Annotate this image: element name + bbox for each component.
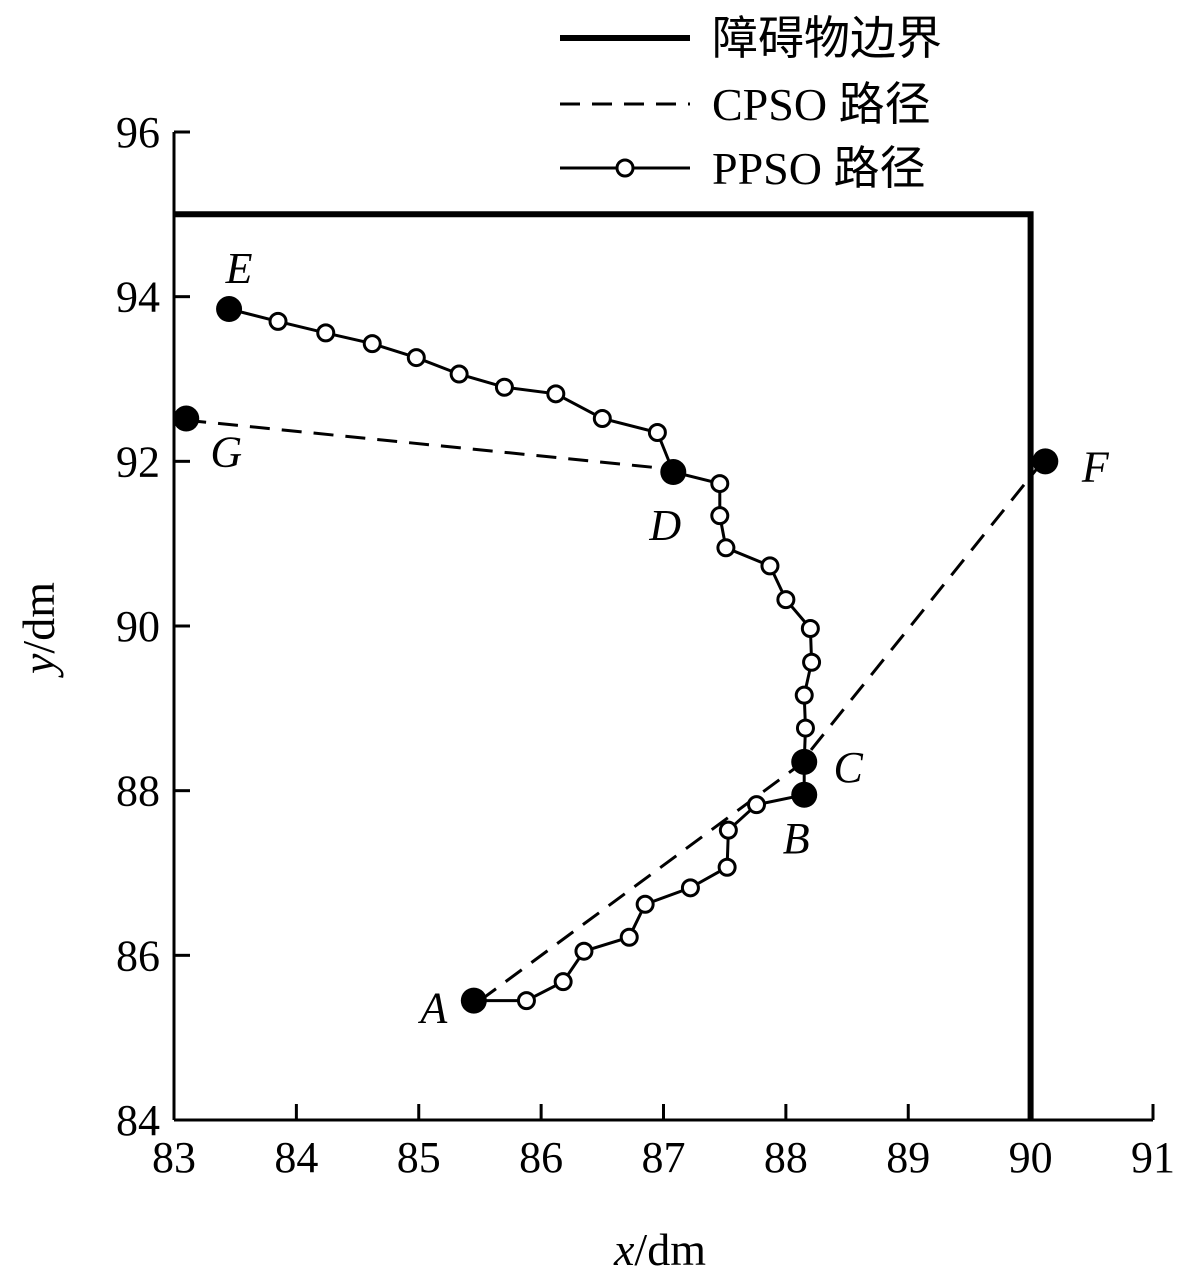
y-tick-label: 86 (116, 931, 160, 980)
plot-area (173, 211, 1059, 1120)
point-label-b: B (783, 814, 810, 863)
ppso-point (362, 334, 382, 354)
y-axis-var: y (13, 653, 64, 678)
ppso-point (619, 927, 639, 947)
y-tick-label: 88 (116, 767, 160, 816)
point-label-f: F (1081, 442, 1110, 491)
x-axis-unit: /dm (634, 1224, 706, 1275)
ppso-point (680, 878, 700, 898)
point-label-c: C (834, 743, 864, 792)
point-label-g: G (210, 428, 242, 477)
x-tick-label: 84 (274, 1133, 318, 1182)
key-point-g (173, 405, 200, 432)
key-point-e (216, 296, 243, 323)
ppso-point (553, 972, 573, 992)
point-labels: A BC D E F G (210, 244, 1110, 1033)
y-axis-unit: /dm (13, 582, 64, 654)
y-tick-label: 84 (116, 1096, 160, 1145)
ppso-point (516, 991, 536, 1011)
ppso-point (747, 795, 767, 815)
ppso-point (716, 538, 736, 558)
ppso-point (718, 820, 738, 840)
ppso-point (406, 348, 426, 368)
ppso-point (710, 506, 730, 526)
key-point-a (460, 987, 487, 1014)
y-tick-label: 94 (116, 273, 160, 322)
point-label-a: A (417, 984, 448, 1033)
ppso-point (795, 718, 815, 738)
ppso-point (710, 474, 730, 494)
x-tick-label: 89 (886, 1133, 930, 1182)
legend-label: PPSO 路径 (712, 143, 925, 194)
y-axis-title: y/dm (13, 582, 64, 678)
x-tick-label: 91 (1131, 1133, 1175, 1182)
ppso-point (800, 618, 820, 638)
obstacle-boundary (174, 211, 1034, 1120)
x-tick-label: 85 (397, 1133, 441, 1182)
ppso-point (546, 384, 566, 404)
ppso-point (268, 311, 288, 331)
ppso-point (592, 409, 612, 429)
ppso-point (794, 685, 814, 705)
x-axis-title: x/dm (613, 1224, 706, 1275)
x-axis-var: x (613, 1224, 635, 1275)
x-tick-label: 83 (152, 1133, 196, 1182)
x-tick-label: 88 (764, 1133, 808, 1182)
ppso-point (647, 423, 667, 443)
ppso-point (494, 377, 514, 397)
key-point-d (660, 459, 687, 486)
cpso-path-line (479, 460, 1045, 1002)
legend-label: CPSO 路径 (712, 79, 931, 130)
legend: 障碍物边界 CPSO 路径 PPSO 路径 (560, 13, 942, 194)
ppso-point (760, 556, 780, 576)
ppso-point (802, 652, 822, 672)
x-tick-label: 90 (1009, 1133, 1053, 1182)
x-tick-label: 87 (642, 1133, 686, 1182)
y-tick-label: 96 (116, 108, 160, 157)
y-tick-label: 92 (116, 437, 160, 486)
legend-swatch-ppso-marker (615, 158, 635, 178)
x-tick-label: 86 (519, 1133, 563, 1182)
point-label-d: D (648, 501, 681, 550)
ppso-point (574, 941, 594, 961)
ppso-path-line (228, 307, 814, 1003)
legend-label: 障碍物边界 (712, 13, 942, 64)
cpso-path-line-2 (186, 418, 676, 472)
ppso-point (635, 894, 655, 914)
ppso-point (449, 364, 469, 384)
point-label-e: E (225, 244, 253, 293)
y-tick-label: 90 (116, 602, 160, 651)
key-point-b (791, 781, 818, 808)
key-point-f (1032, 448, 1059, 475)
ppso-point (316, 323, 336, 343)
ppso-point (717, 857, 737, 877)
ppso-point (776, 590, 796, 610)
key-point-c (791, 748, 818, 775)
